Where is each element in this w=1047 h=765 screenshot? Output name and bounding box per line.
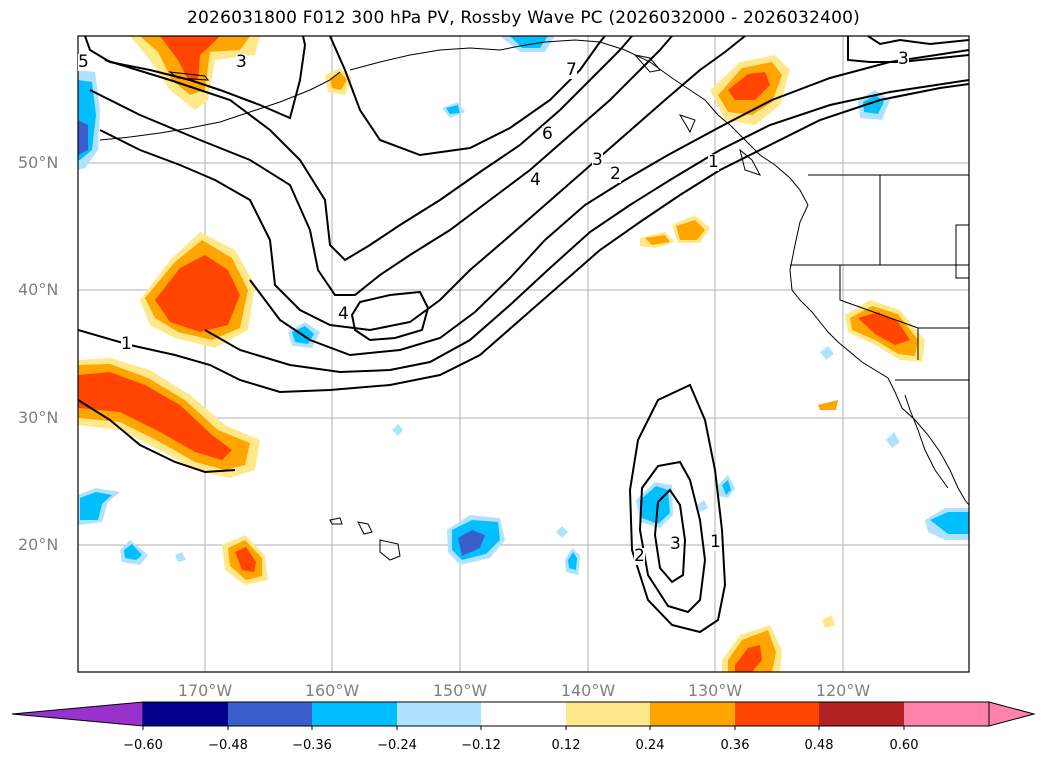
colorbar-tick-10: 0.60: [889, 738, 919, 753]
positive-anomalies: [78, 36, 925, 672]
map-frame: [77, 35, 970, 673]
colorbar-extend-high: [988, 701, 1036, 727]
contour-label-3-north: 3: [236, 52, 247, 72]
contour-4-cutoff: [350, 290, 430, 342]
colorbar-tick-2: −0.48: [208, 738, 248, 753]
contour-6: [104, 36, 633, 262]
contour-label-2-south: 2: [634, 546, 645, 566]
coastlines: [99, 39, 969, 561]
colorbar-segment-9: [819, 702, 904, 726]
colorbar-segment-3: [312, 702, 397, 726]
contour-label-3-east: 3: [592, 150, 603, 170]
contour-label-4-east: 4: [530, 170, 541, 190]
map-canvas: [77, 35, 970, 673]
figure-title: 2026031800 F012 300 hPa PV, Rossby Wave …: [187, 8, 860, 28]
gridlines: [78, 36, 969, 672]
hawaii-islands: [329, 517, 401, 561]
lon-label-170w: 170°W: [177, 681, 233, 700]
lon-label-140w: 140°W: [560, 681, 616, 700]
contour-3-northeast: [847, 36, 969, 63]
contour-4-trough: [99, 36, 746, 332]
contour-2: [204, 79, 969, 374]
colorbar-segment-6: [566, 702, 650, 726]
aleutian-chain: [99, 71, 341, 141]
colorbar: [11, 701, 1036, 730]
contour-3: [249, 49, 969, 357]
colorbar-tick-8: 0.36: [720, 738, 750, 753]
contour-label-4-cutoff: 4: [338, 304, 349, 324]
contour-label-1-south: 1: [710, 532, 721, 552]
alaska-islands: [168, 54, 762, 176]
lat-label-50n: 50°N: [18, 153, 59, 172]
contour-3-subtropical: [653, 488, 687, 584]
colorbar-tick-6: 0.12: [551, 738, 581, 753]
contour-5: [89, 36, 673, 296]
lat-label-20n: 20°N: [18, 535, 59, 554]
colorbar-extend-low: [11, 701, 144, 727]
colorbar-tick-1: −0.60: [123, 738, 163, 753]
contour-7: [329, 36, 606, 157]
contour-label-3-south: 3: [670, 534, 681, 554]
negative-anomalies: [78, 36, 969, 575]
colorbar-segment-5: [481, 702, 566, 726]
colorbar-segment-8: [735, 702, 819, 726]
lon-label-130w: 130°W: [687, 681, 743, 700]
baja-california: [904, 394, 949, 489]
contour-1-subtropical: [628, 383, 727, 634]
contour-label-7: 7: [566, 60, 577, 80]
lon-label-160w: 160°W: [304, 681, 360, 700]
contour-1-north: [78, 83, 969, 394]
north-american-west-coast: [789, 204, 969, 506]
contour-cutoff-north: [84, 36, 307, 120]
lat-label-40n: 40°N: [18, 280, 59, 299]
colorbar-segment-1: [143, 702, 228, 726]
state-borders: [790, 175, 969, 360]
contour-label-5: 5: [78, 52, 89, 72]
contour-label-6: 6: [542, 124, 553, 144]
colorbar-tick-9: 0.48: [804, 738, 834, 753]
colorbar-segment-4: [397, 702, 481, 726]
contour-label-2-east: 2: [610, 164, 621, 184]
colorbar-tick-4: −0.24: [377, 738, 417, 753]
colorbar-segment-7: [650, 702, 735, 726]
lon-label-150w: 150°W: [432, 681, 488, 700]
pv-contours: [78, 36, 969, 634]
contour-label-3-northeast: 3: [898, 49, 909, 69]
contour-2-subtropical: [638, 460, 707, 614]
colorbar-segment-10: [904, 702, 989, 726]
alaska-coast: [349, 39, 809, 206]
colorbar-segment-2: [228, 702, 312, 726]
contour-1-south: [78, 399, 236, 474]
contour-label-1-east: 1: [708, 152, 719, 172]
lat-label-30n: 30°N: [18, 408, 59, 427]
colorbar-tick-3: −0.36: [292, 738, 332, 753]
colorbar-tick-5: −0.12: [461, 738, 501, 753]
contour-label-1-west: 1: [121, 334, 132, 354]
colorbar-tick-7: 0.24: [635, 738, 665, 753]
lon-label-120w: 120°W: [815, 681, 871, 700]
